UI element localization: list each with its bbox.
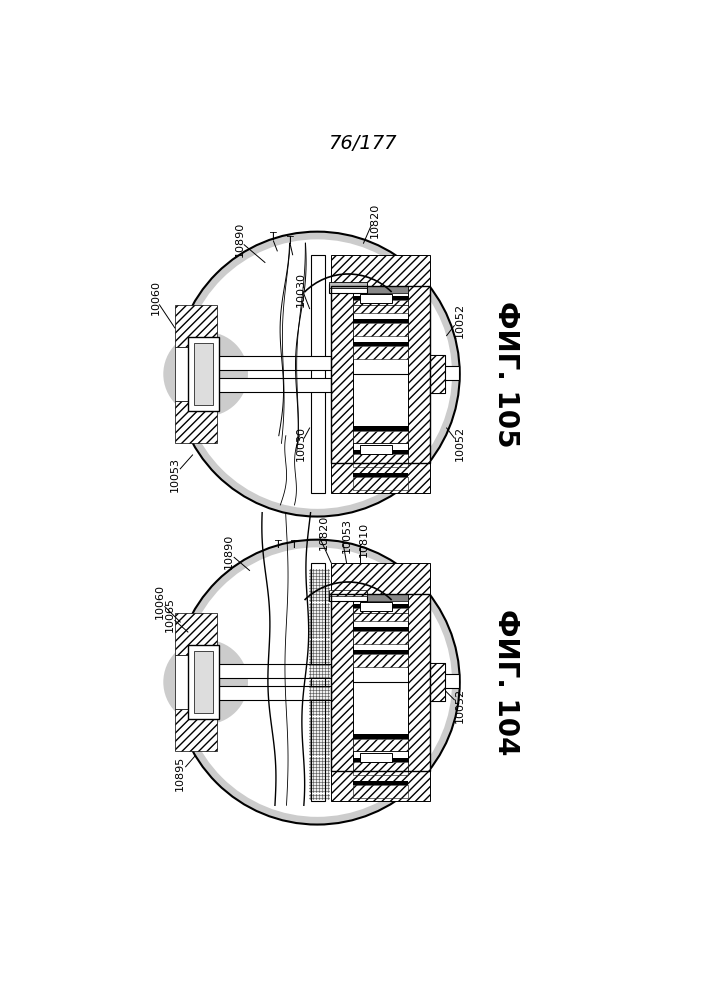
Text: 10810: 10810 bbox=[358, 522, 368, 557]
Bar bbox=[188, 645, 218, 719]
Text: 10820: 10820 bbox=[318, 514, 329, 550]
Bar bbox=[188, 337, 218, 411]
Bar bbox=[175, 655, 217, 709]
Bar bbox=[430, 355, 445, 393]
Bar bbox=[360, 602, 392, 611]
Bar bbox=[353, 431, 408, 443]
Bar bbox=[353, 296, 408, 300]
Bar bbox=[217, 664, 331, 678]
Bar bbox=[353, 594, 408, 601]
Circle shape bbox=[182, 239, 452, 509]
Circle shape bbox=[163, 640, 248, 724]
Bar bbox=[175, 401, 217, 443]
Bar bbox=[217, 356, 331, 370]
Text: 10052: 10052 bbox=[455, 426, 464, 461]
Bar bbox=[360, 753, 392, 762]
Bar bbox=[329, 282, 368, 288]
Bar bbox=[353, 477, 408, 490]
Bar bbox=[353, 342, 408, 346]
Text: 10053: 10053 bbox=[341, 518, 351, 553]
Bar bbox=[331, 255, 430, 286]
Bar bbox=[408, 594, 430, 771]
Bar bbox=[331, 286, 353, 463]
Bar bbox=[353, 604, 408, 608]
Bar bbox=[353, 734, 408, 739]
Bar bbox=[353, 426, 408, 431]
Bar bbox=[311, 563, 325, 801]
Bar bbox=[331, 594, 353, 771]
Bar bbox=[329, 592, 368, 601]
Bar bbox=[353, 323, 408, 336]
Text: 10065: 10065 bbox=[165, 597, 175, 632]
Text: 10060: 10060 bbox=[151, 280, 160, 315]
Bar bbox=[353, 319, 408, 323]
Bar bbox=[353, 785, 408, 798]
Bar bbox=[353, 450, 408, 454]
Bar bbox=[311, 255, 325, 493]
Text: 10060: 10060 bbox=[154, 584, 165, 619]
Bar bbox=[331, 563, 430, 594]
Bar bbox=[353, 454, 408, 466]
Bar bbox=[430, 663, 445, 701]
Bar bbox=[353, 286, 408, 293]
Bar bbox=[430, 355, 445, 393]
Text: 10053: 10053 bbox=[170, 457, 180, 492]
Text: ФИГ. 105: ФИГ. 105 bbox=[492, 301, 520, 447]
Bar bbox=[445, 366, 459, 380]
Bar bbox=[445, 674, 459, 688]
Bar bbox=[408, 286, 430, 463]
Text: T: T bbox=[276, 540, 282, 550]
Text: 10052: 10052 bbox=[455, 303, 464, 338]
Text: 10895: 10895 bbox=[175, 755, 185, 791]
Bar bbox=[175, 305, 217, 347]
Bar bbox=[353, 300, 408, 312]
Circle shape bbox=[182, 547, 452, 817]
Bar bbox=[353, 346, 408, 359]
Circle shape bbox=[175, 540, 460, 825]
Bar bbox=[331, 463, 430, 493]
Bar bbox=[331, 771, 430, 801]
Bar bbox=[360, 294, 392, 303]
Bar bbox=[329, 590, 368, 596]
Text: T: T bbox=[270, 232, 276, 242]
Bar bbox=[353, 739, 408, 751]
Bar bbox=[353, 758, 408, 762]
Text: 10890: 10890 bbox=[235, 222, 245, 257]
Bar bbox=[353, 608, 408, 620]
Bar bbox=[194, 651, 213, 713]
Bar bbox=[175, 613, 217, 655]
Bar bbox=[353, 650, 408, 654]
Bar bbox=[353, 762, 408, 774]
Text: 10820: 10820 bbox=[370, 202, 380, 238]
Circle shape bbox=[175, 232, 460, 517]
Bar bbox=[353, 473, 408, 477]
Bar bbox=[217, 378, 331, 392]
Text: 10890: 10890 bbox=[223, 534, 234, 569]
Bar bbox=[353, 654, 408, 667]
Bar bbox=[175, 347, 217, 401]
Bar bbox=[353, 631, 408, 644]
Bar bbox=[353, 627, 408, 631]
Bar bbox=[194, 343, 213, 405]
Bar bbox=[430, 663, 445, 701]
Bar bbox=[331, 594, 430, 771]
Text: 10030: 10030 bbox=[296, 272, 305, 307]
Bar bbox=[353, 781, 408, 785]
Text: 10030: 10030 bbox=[296, 426, 305, 461]
Text: ФИГ. 104: ФИГ. 104 bbox=[492, 609, 520, 755]
Bar bbox=[360, 445, 392, 454]
Text: T: T bbox=[287, 236, 293, 246]
Text: 76/177: 76/177 bbox=[328, 134, 396, 153]
Bar bbox=[217, 686, 331, 700]
Circle shape bbox=[163, 332, 248, 416]
Bar bbox=[329, 284, 368, 293]
Text: 10052: 10052 bbox=[455, 688, 464, 723]
Bar bbox=[175, 709, 217, 751]
Bar bbox=[331, 286, 430, 463]
Text: T: T bbox=[291, 540, 298, 550]
